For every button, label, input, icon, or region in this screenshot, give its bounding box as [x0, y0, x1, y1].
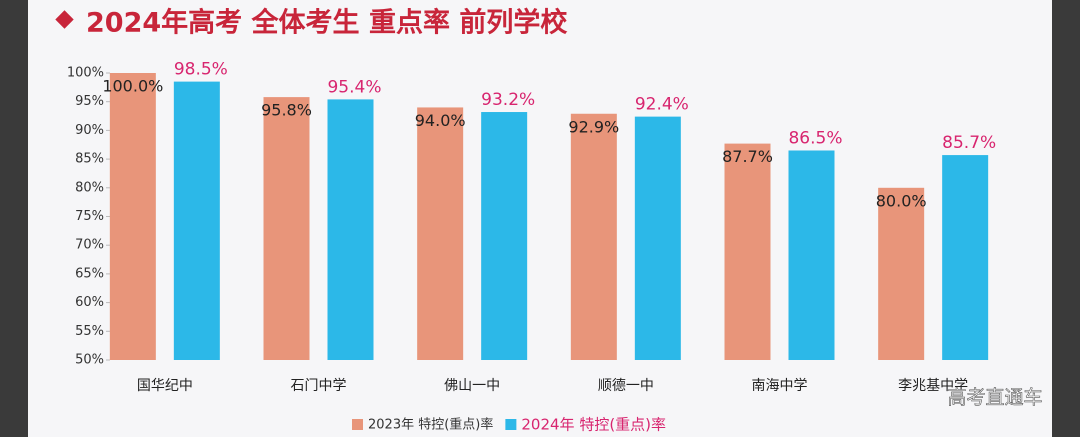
watermark: 高考直通车	[947, 387, 1042, 409]
bar	[942, 155, 989, 360]
x-tick-label: 佛山一中	[444, 378, 500, 394]
y-tick-label: 55%	[75, 324, 104, 339]
bar	[173, 81, 220, 361]
value-label: 86.5%	[788, 128, 842, 148]
x-tick-label: 南海中学	[752, 378, 808, 394]
value-label: 92.4%	[635, 95, 689, 115]
bar	[788, 150, 835, 360]
y-tick-label: 70%	[75, 238, 104, 253]
bar	[327, 99, 374, 361]
value-label: 92.9%	[568, 117, 619, 136]
value-label: 95.4%	[327, 77, 381, 97]
bar	[109, 73, 156, 360]
y-tick-label: 65%	[75, 266, 104, 281]
legend-label: 2023年 特控(重点)率	[368, 417, 493, 433]
bar	[634, 116, 681, 361]
y-tick-label: 85%	[75, 152, 104, 167]
bar	[570, 113, 617, 360]
title-icon	[55, 10, 74, 29]
y-tick-label: 95%	[75, 94, 104, 109]
bar	[724, 143, 771, 360]
bar	[878, 187, 925, 360]
y-tick-label: 100%	[67, 66, 104, 81]
x-tick-label: 国华纪中	[137, 378, 193, 394]
x-tick-label: 顺德一中	[598, 378, 654, 394]
x-tick-label: 李兆基中学	[898, 377, 968, 394]
chart-title: 2024年高考 全体考生 重点率 前列学校	[86, 7, 567, 39]
legend-label: 2024年 特控(重点)率	[521, 416, 666, 434]
legend-swatch	[505, 419, 517, 430]
value-label: 85.7%	[942, 133, 996, 153]
value-label: 94.0%	[415, 111, 466, 130]
value-label: 100.0%	[102, 77, 163, 96]
value-label: 93.2%	[481, 90, 535, 110]
y-tick-label: 60%	[75, 295, 104, 310]
bar	[481, 112, 528, 360]
value-label: 98.5%	[174, 60, 228, 80]
y-tick-label: 90%	[75, 123, 104, 138]
legend-swatch	[352, 419, 363, 430]
y-tick-label: 80%	[75, 180, 104, 195]
y-tick-label: 50%	[75, 353, 104, 368]
x-tick-label: 石门中学	[291, 378, 347, 394]
value-label: 80.0%	[876, 191, 927, 210]
bar	[263, 97, 310, 360]
value-label: 95.8%	[261, 101, 312, 120]
bar	[417, 107, 464, 360]
value-label: 87.7%	[722, 147, 773, 166]
y-tick-label: 75%	[75, 209, 104, 224]
